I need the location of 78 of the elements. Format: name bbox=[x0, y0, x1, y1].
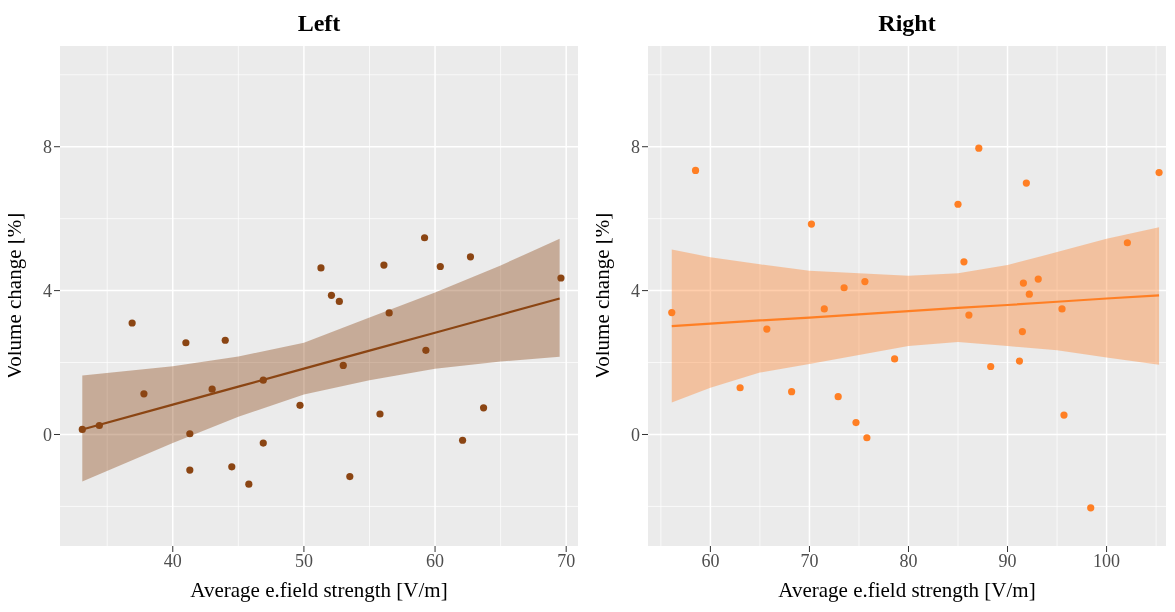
point bbox=[1060, 411, 1068, 419]
point bbox=[691, 166, 700, 175]
y-tick-label: 0 bbox=[43, 424, 52, 445]
point bbox=[335, 297, 343, 305]
point bbox=[1034, 275, 1042, 283]
point bbox=[954, 200, 962, 208]
point bbox=[852, 419, 860, 427]
chart-title: Right bbox=[877, 9, 937, 38]
x-tick-label: 70 bbox=[800, 550, 819, 571]
point bbox=[736, 384, 744, 392]
x-tick-label: 80 bbox=[899, 550, 918, 571]
x-tick-label: 70 bbox=[557, 550, 576, 571]
point bbox=[1025, 290, 1033, 298]
point bbox=[221, 336, 229, 344]
point bbox=[95, 421, 103, 430]
point bbox=[422, 346, 430, 354]
point bbox=[380, 261, 388, 269]
y-tick-label: 0 bbox=[631, 424, 640, 445]
point bbox=[965, 311, 973, 319]
point bbox=[385, 309, 393, 317]
point bbox=[861, 278, 869, 286]
point bbox=[1019, 279, 1027, 287]
point bbox=[788, 388, 796, 396]
point bbox=[960, 258, 968, 266]
point bbox=[479, 404, 488, 412]
point bbox=[186, 466, 194, 474]
x-tick-label: 60 bbox=[426, 550, 445, 571]
point bbox=[763, 325, 771, 333]
x-axis-title: Average e.field strength [V/m] bbox=[777, 578, 1037, 602]
point bbox=[186, 430, 194, 438]
point bbox=[245, 480, 253, 488]
point bbox=[466, 253, 475, 261]
point bbox=[1123, 239, 1131, 247]
point bbox=[346, 472, 354, 481]
point bbox=[987, 362, 995, 371]
point bbox=[436, 262, 444, 271]
point bbox=[259, 439, 267, 447]
point bbox=[834, 393, 842, 401]
point bbox=[1058, 305, 1066, 313]
point bbox=[228, 463, 236, 471]
chart-title: Left bbox=[296, 9, 342, 38]
y-tick-label: 8 bbox=[43, 137, 52, 158]
point bbox=[208, 385, 216, 393]
x-tick-label: 50 bbox=[294, 550, 313, 571]
y-tick-label: 4 bbox=[631, 280, 640, 301]
point bbox=[1015, 357, 1024, 365]
point bbox=[317, 264, 325, 272]
point bbox=[420, 234, 429, 242]
x-tick-label: 40 bbox=[163, 550, 182, 571]
point bbox=[1022, 179, 1030, 187]
y-tick-label: 4 bbox=[43, 280, 52, 301]
point bbox=[863, 434, 871, 442]
y-tick-label: 8 bbox=[631, 137, 640, 158]
point bbox=[128, 319, 136, 327]
point bbox=[1155, 169, 1163, 177]
point bbox=[182, 339, 190, 347]
point bbox=[296, 401, 304, 409]
point bbox=[891, 355, 899, 363]
point bbox=[668, 308, 676, 317]
point bbox=[975, 144, 983, 152]
point bbox=[327, 291, 336, 299]
point bbox=[376, 410, 384, 418]
point bbox=[78, 425, 86, 434]
point bbox=[807, 220, 816, 228]
point bbox=[1018, 328, 1026, 336]
point bbox=[339, 361, 347, 370]
x-axis-title: Average e.field strength [V/m] bbox=[189, 578, 449, 602]
line-series bbox=[670, 294, 1161, 328]
point bbox=[1087, 504, 1095, 512]
point bbox=[459, 436, 467, 444]
point bbox=[820, 305, 828, 313]
x-tick-label: 60 bbox=[701, 550, 720, 571]
x-tick-label: 100 bbox=[1093, 550, 1121, 571]
point bbox=[840, 284, 848, 292]
point bbox=[259, 376, 267, 384]
x-tick-label: 90 bbox=[998, 550, 1017, 571]
point bbox=[140, 390, 148, 398]
point bbox=[557, 274, 565, 282]
